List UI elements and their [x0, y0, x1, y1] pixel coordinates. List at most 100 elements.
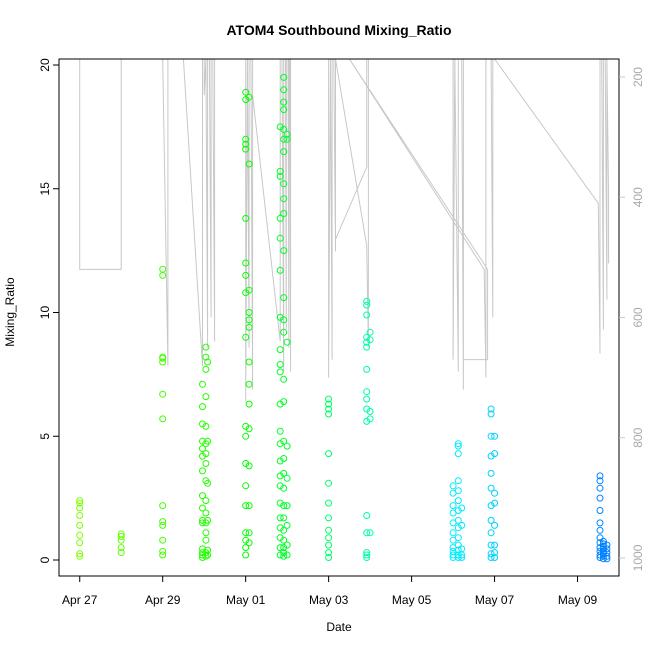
data-point: [596, 507, 604, 514]
data-point: [454, 534, 462, 542]
data-point: [199, 445, 206, 453]
data-point: [159, 390, 167, 398]
y-tick-label: 20: [38, 58, 52, 72]
data-point: [603, 545, 611, 553]
data-point: [280, 552, 288, 560]
data-point: [283, 521, 291, 529]
data-point: [283, 551, 291, 559]
data-point: [242, 145, 250, 153]
data-point: [491, 549, 499, 557]
data-point: [491, 521, 499, 529]
data-point: [159, 358, 167, 366]
data-point: [599, 540, 607, 548]
data-point: [117, 544, 125, 552]
x-tick-label: May 07: [475, 593, 515, 607]
data-point: [280, 328, 288, 336]
data-point: [245, 93, 253, 101]
data-point: [491, 489, 499, 497]
data-point: [242, 529, 250, 537]
data-point: [283, 135, 291, 143]
data-point: [325, 400, 333, 408]
data-point: [204, 358, 212, 366]
data-point: [202, 343, 210, 351]
data-point: [363, 311, 371, 319]
data-point: [325, 514, 333, 522]
data-point: [458, 504, 466, 512]
data-point: [242, 544, 250, 552]
data-point: [363, 388, 371, 396]
data-point: [491, 554, 499, 561]
data-point: [202, 422, 210, 430]
data-point: [159, 265, 167, 273]
data-point: [363, 529, 371, 537]
x-tick-label: May 01: [226, 593, 266, 607]
data-point: [199, 403, 206, 411]
data-point: [245, 462, 253, 470]
right-tick-label: 600: [631, 307, 645, 327]
data-point: [276, 482, 284, 490]
data-point: [280, 455, 288, 462]
data-point: [276, 214, 284, 222]
data-point: [458, 545, 466, 553]
data-point: [325, 410, 333, 418]
data-point: [487, 541, 495, 549]
chart-title: ATOM4 Southbound Mixing_Ratio: [226, 22, 451, 38]
data-point: [363, 551, 371, 559]
data-point: [599, 537, 607, 545]
right-tick-label: 200: [631, 67, 645, 87]
data-point: [487, 484, 495, 492]
data-point: [283, 130, 291, 138]
y-tick-label: 5: [38, 433, 52, 440]
data-point: [202, 365, 210, 373]
data-point: [159, 502, 167, 510]
data-point: [325, 405, 333, 413]
data-point: [449, 482, 457, 490]
data-point: [76, 499, 84, 507]
data-point: [449, 502, 457, 510]
data-point: [242, 271, 250, 279]
data-point: [76, 539, 84, 547]
data-points-layer: [76, 73, 611, 563]
data-point: [603, 541, 611, 549]
data-point: [325, 541, 333, 549]
data-point: [159, 518, 167, 526]
data-point: [487, 432, 495, 440]
data-point: [242, 482, 250, 490]
data-point: [245, 425, 253, 433]
data-point: [245, 529, 253, 537]
y-tick-label: 15: [38, 182, 52, 196]
data-point: [117, 549, 125, 557]
data-point: [599, 547, 607, 555]
data-point: [596, 484, 604, 492]
data-point: [76, 521, 84, 529]
y-tick-label: 0: [38, 556, 52, 563]
data-point: [454, 546, 462, 554]
data-point: [245, 160, 253, 168]
data-point: [280, 73, 288, 81]
data-point: [280, 502, 288, 510]
data-point: [76, 550, 84, 558]
data-point: [283, 502, 291, 510]
data-point: [283, 474, 291, 482]
data-point: [242, 135, 250, 143]
data-point: [245, 309, 253, 316]
data-point: [245, 539, 253, 547]
data-point: [242, 333, 250, 341]
data-point: [487, 550, 495, 558]
data-point: [245, 358, 253, 366]
data-point: [202, 552, 210, 560]
x-tick-label: Apr 27: [62, 593, 98, 607]
data-point: [242, 214, 250, 222]
data-point: [487, 410, 495, 418]
data-point: [487, 554, 495, 561]
data-point: [276, 266, 284, 274]
data-point: [280, 514, 288, 522]
data-point: [204, 516, 212, 524]
data-point: [491, 541, 499, 549]
data-point: [280, 375, 288, 383]
x-tick-label: May 09: [558, 593, 598, 607]
data-point: [117, 530, 125, 538]
data-point: [276, 551, 284, 559]
data-point: [363, 549, 371, 557]
